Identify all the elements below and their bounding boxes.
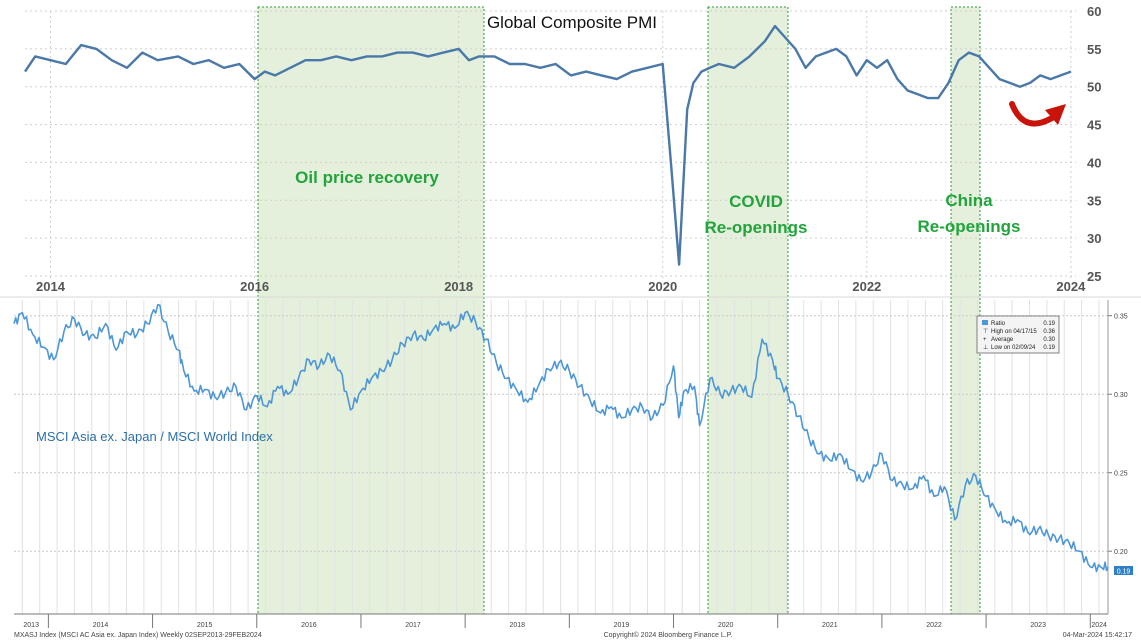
bottom-chart-title: MSCI Asia ex. Japan / MSCI World Index [36,429,273,444]
legend-high-value: 0.36 [1043,329,1055,335]
rebound-arrow-icon [1009,101,1066,127]
bottom-x-tick-label: 2019 [614,622,630,629]
ratio-legend: Ratio 0.19 ⊤ High on 04/17/15 0.36 + Ave… [976,315,1060,354]
bottom-x-tick-label: 2018 [509,622,525,629]
legend-average-value: 0.30 [1043,337,1055,343]
bottom-y-axis: 0.35 0.30 0.25 0.20 [1108,314,1128,556]
top-x-tick-label: 2022 [852,279,881,294]
shade-china-reopenings [950,6,981,615]
legend-average-icon: + [983,337,987,343]
shaded-regions [257,6,981,615]
top-y-tick-label: 55 [1087,42,1101,57]
footer-copyright: Copyright© 2024 Bloomberg Finance L.P. [604,631,733,639]
top-y-tick-label: 35 [1087,193,1101,208]
annotation-china: China [945,191,993,210]
bottom-y-tick-label: 0.30 [1114,392,1128,399]
annotation-china-reopenings: Re-openings [918,217,1021,236]
bottom-x-tick-label: 2024 [1091,622,1107,629]
current-value-label: 0.19 [1117,569,1131,576]
bottom-x-axis: 2013 2014 2015 2016 2017 2018 2019 2020 2021 2022… [23,614,1107,629]
top-y-tick-label: 50 [1087,80,1101,95]
bottom-y-tick-label: 0.25 [1114,471,1128,478]
legend-low-label: Low on 02/09/24 [991,345,1036,351]
top-x-tick-label: 2014 [36,279,66,294]
bottom-x-tick-label: 2017 [405,622,421,629]
top-gridlines [25,10,1076,278]
legend-low-icon: ⊥ [983,344,988,351]
legend-ratio-label: Ratio [991,321,1006,327]
top-y-tick-label: 30 [1087,231,1101,246]
bottom-x-tick-label: 2013 [23,622,39,629]
top-x-tick-label: 2020 [648,279,677,294]
footer-source: MXASJ Index (MSCI AC Asia ex. Japan Inde… [14,632,262,639]
shade-oil-price-recovery [257,6,485,615]
bottom-x-tick-label: 2016 [301,622,317,629]
pmi-series-line [24,24,1072,266]
legend-high-label: High on 04/17/15 [991,329,1037,335]
bottom-x-tick-label: 2023 [1030,622,1046,629]
current-value-tag: 0.19 [1114,566,1133,576]
bottom-x-tick-label: 2022 [926,622,942,629]
legend-ratio-swatch [982,320,988,325]
annotation-covid-reopenings: Re-openings [705,218,808,237]
bottom-x-tick-label: 2021 [822,622,838,629]
annotation-covid: COVID [729,192,783,211]
bottom-y-tick-label: 0.20 [1114,549,1128,556]
bottom-x-tick-label: 2015 [197,622,213,629]
annotation-oil-price-recovery: Oil price recovery [295,168,439,187]
top-x-axis: 2014 2016 2018 2020 2022 2024 [36,279,1086,294]
top-x-tick-label: 2016 [240,279,269,294]
bottom-x-tick-label: 2020 [718,622,734,629]
top-chart-title: Global Composite PMI [487,13,657,32]
ratio-series-line [13,303,1109,573]
top-y-tick-label: 40 [1087,155,1101,170]
top-y-axis: 60 55 50 45 40 35 30 25 [1087,4,1101,284]
bottom-gridlines [14,300,1108,614]
top-y-tick-label: 25 [1087,269,1101,284]
top-y-tick-label: 60 [1087,4,1101,19]
bottom-x-tick-label: 2014 [93,622,109,629]
top-y-tick-label: 45 [1087,118,1101,133]
legend-average-label: Average [991,337,1014,343]
shade-covid-reopenings [707,6,789,615]
top-x-tick-label: 2024 [1056,279,1086,294]
bottom-y-tick-label: 0.35 [1114,314,1128,321]
legend-ratio-value: 0.19 [1043,321,1055,327]
legend-high-icon: ⊤ [983,328,988,335]
top-x-tick-label: 2018 [444,279,473,294]
footer-timestamp: 04-Mar-2024 15:42:17 [1063,632,1132,639]
legend-low-value: 0.19 [1043,345,1055,351]
